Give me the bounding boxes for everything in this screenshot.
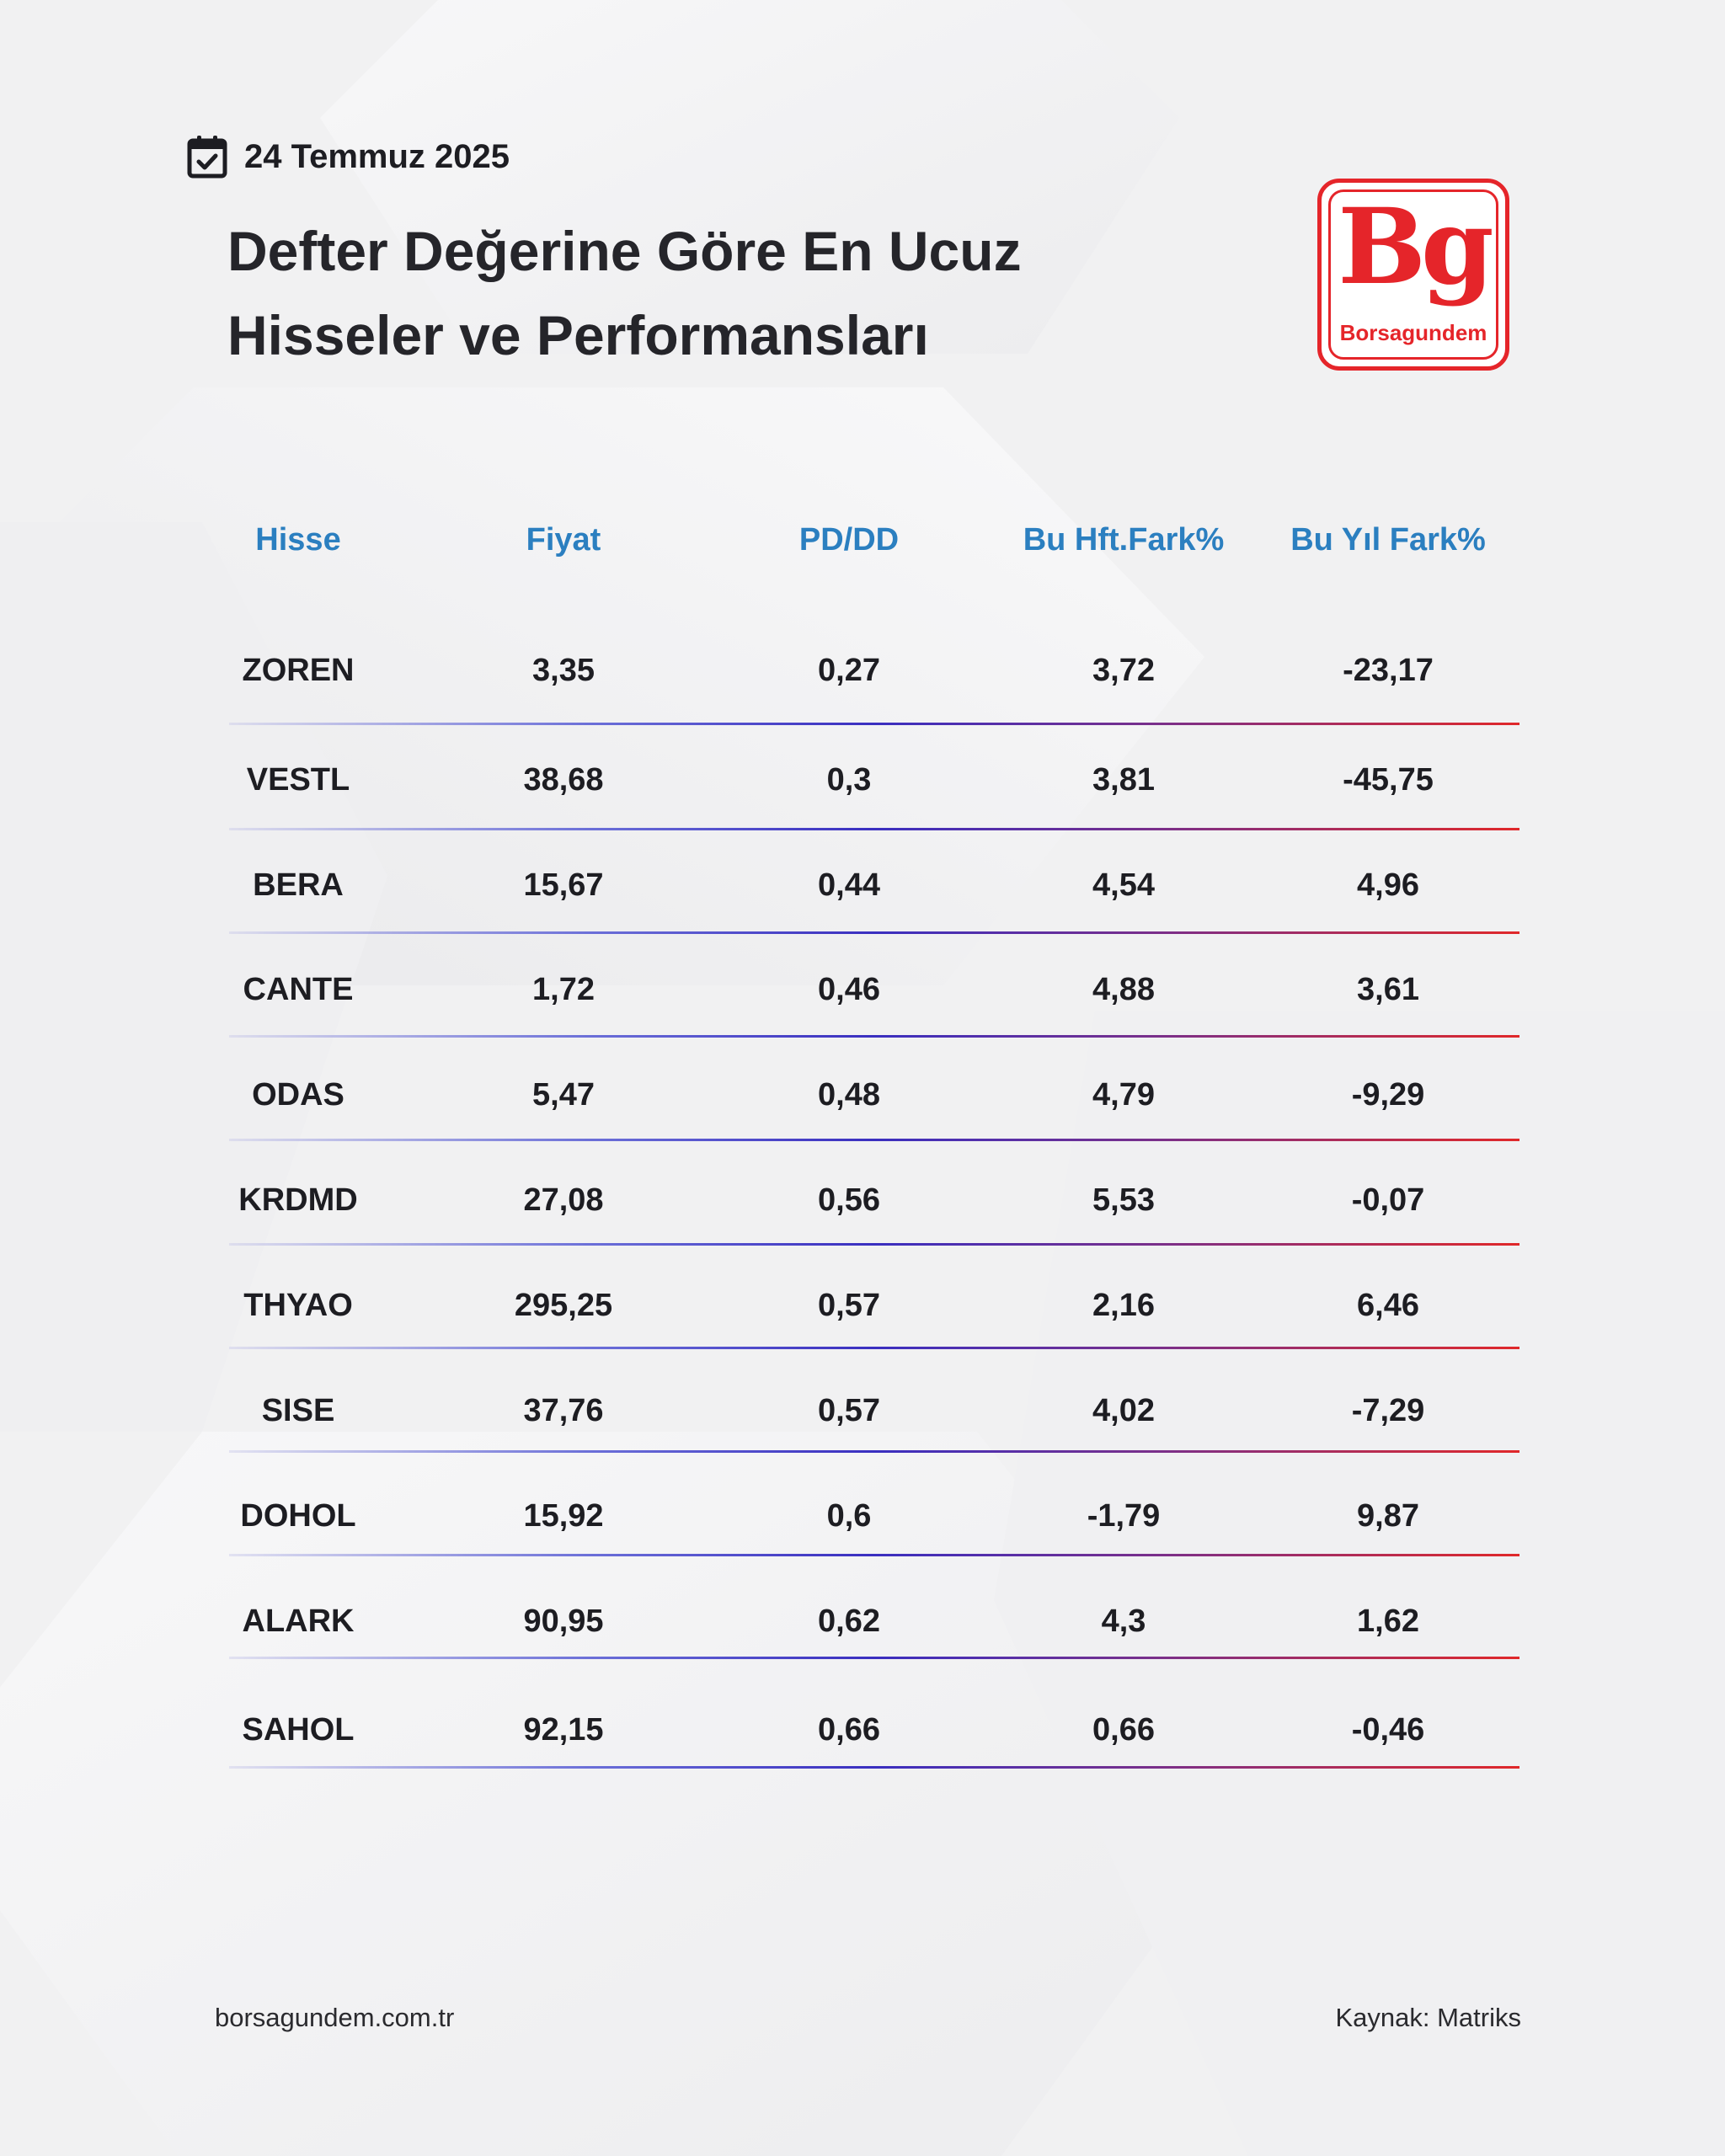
cell-bu-hft-fark: 3,81 <box>1092 762 1155 798</box>
cell-fiyat: 3,35 <box>532 653 595 688</box>
row-divider <box>229 1450 1519 1453</box>
footer-website: borsagundem.com.tr <box>215 2003 455 2032</box>
row-divider <box>229 1035 1519 1038</box>
cell-bu-hft-fark: 4,3 <box>1101 1604 1146 1639</box>
cell-fiyat: 295,25 <box>514 1288 613 1323</box>
cell-hisse: THYAO <box>243 1288 353 1323</box>
cell-hisse: CANTE <box>243 972 354 1007</box>
cell-fiyat: 38,68 <box>523 762 604 798</box>
cell-fiyat: 37,76 <box>523 1393 604 1428</box>
row-divider <box>229 1139 1519 1141</box>
row-divider <box>229 1243 1519 1246</box>
cell-fiyat: 1,72 <box>532 972 595 1007</box>
cell-pd-dd: 0,62 <box>818 1604 880 1639</box>
cell-hisse: BERA <box>253 867 344 903</box>
cell-bu-yil-fark: -0,46 <box>1351 1712 1425 1748</box>
cell-pd-dd: 0,3 <box>826 762 872 798</box>
cell-hisse: DOHOL <box>240 1498 356 1534</box>
column-header-pd-dd: PD/DD <box>798 522 900 558</box>
cell-bu-yil-fark: 9,87 <box>1357 1498 1419 1534</box>
report-date: 24 Temmuz 2025 <box>244 137 510 175</box>
cell-bu-yil-fark: -9,29 <box>1351 1077 1425 1113</box>
row-divider <box>229 931 1519 934</box>
cell-bu-yil-fark: 3,61 <box>1357 972 1419 1007</box>
cell-bu-hft-fark: -1,79 <box>1087 1498 1161 1534</box>
cell-bu-hft-fark: 4,79 <box>1092 1077 1155 1113</box>
column-header-bu-yil-fark: Bu Yıl Fark% <box>1290 522 1486 558</box>
cell-hisse: ODAS <box>252 1077 344 1113</box>
cell-bu-yil-fark: -45,75 <box>1343 762 1434 798</box>
column-header-hisse: Hisse <box>255 522 341 558</box>
cell-pd-dd: 0,6 <box>826 1498 872 1534</box>
cell-hisse: VESTL <box>246 762 350 798</box>
cell-bu-yil-fark: 6,46 <box>1357 1288 1419 1323</box>
cell-pd-dd: 0,57 <box>818 1288 880 1323</box>
cell-hisse: SAHOL <box>242 1712 355 1748</box>
logo-name: Borsagundem <box>1339 320 1487 345</box>
cell-bu-yil-fark: 1,62 <box>1357 1604 1419 1639</box>
cell-hisse: ALARK <box>242 1604 355 1639</box>
calendar-icon <box>187 136 227 179</box>
cell-pd-dd: 0,48 <box>818 1077 880 1113</box>
cell-fiyat: 15,67 <box>523 867 604 903</box>
logo-mark: Bg <box>1338 186 1494 308</box>
cell-bu-yil-fark: -23,17 <box>1343 653 1434 688</box>
row-divider <box>229 1554 1519 1556</box>
page-title: Defter Değerine Göre En Ucuz Hisseler ve… <box>227 209 1238 377</box>
cell-fiyat: 92,15 <box>523 1712 604 1748</box>
cell-bu-hft-fark: 2,16 <box>1092 1288 1155 1323</box>
title-line-2: Hisseler ve Performansları <box>227 304 929 366</box>
cell-pd-dd: 0,44 <box>818 867 880 903</box>
cell-pd-dd: 0,56 <box>818 1182 880 1218</box>
column-header-bu-hft-fark: Bu Hft.Fark% <box>1023 522 1225 558</box>
row-divider <box>229 723 1519 725</box>
row-divider <box>229 1766 1519 1769</box>
cell-hisse: KRDMD <box>238 1182 358 1218</box>
cell-pd-dd: 0,27 <box>818 653 880 688</box>
cell-bu-yil-fark: 4,96 <box>1357 867 1419 903</box>
cell-fiyat: 15,92 <box>523 1498 604 1534</box>
cell-bu-hft-fark: 4,54 <box>1092 867 1155 903</box>
cell-hisse: SISE <box>261 1393 335 1428</box>
row-divider <box>229 1347 1519 1349</box>
column-header-fiyat: Fiyat <box>526 522 601 558</box>
cell-bu-hft-fark: 0,66 <box>1092 1712 1155 1748</box>
title-line-1: Defter Değerine Göre En Ucuz <box>227 220 1022 282</box>
cell-fiyat: 27,08 <box>523 1182 604 1218</box>
cell-bu-hft-fark: 4,02 <box>1092 1393 1155 1428</box>
cell-fiyat: 5,47 <box>532 1077 595 1113</box>
cell-pd-dd: 0,46 <box>818 972 880 1007</box>
cell-bu-hft-fark: 4,88 <box>1092 972 1155 1007</box>
date-row: 24 Temmuz 2025 <box>187 135 510 179</box>
row-divider <box>229 1657 1519 1659</box>
footer-source: Kaynak: Matriks <box>1335 2003 1521 2032</box>
row-divider <box>229 828 1519 830</box>
borsagundem-logo: Bg Borsagundem <box>1317 179 1509 371</box>
cell-bu-yil-fark: -0,07 <box>1351 1182 1425 1218</box>
logo-frame <box>1328 189 1498 360</box>
cell-pd-dd: 0,57 <box>818 1393 880 1428</box>
cell-bu-yil-fark: -7,29 <box>1351 1393 1425 1428</box>
cell-bu-hft-fark: 3,72 <box>1092 653 1155 688</box>
cell-pd-dd: 0,66 <box>818 1712 880 1748</box>
cell-hisse: ZOREN <box>242 653 355 688</box>
cell-fiyat: 90,95 <box>523 1604 604 1639</box>
cell-bu-hft-fark: 5,53 <box>1092 1182 1155 1218</box>
